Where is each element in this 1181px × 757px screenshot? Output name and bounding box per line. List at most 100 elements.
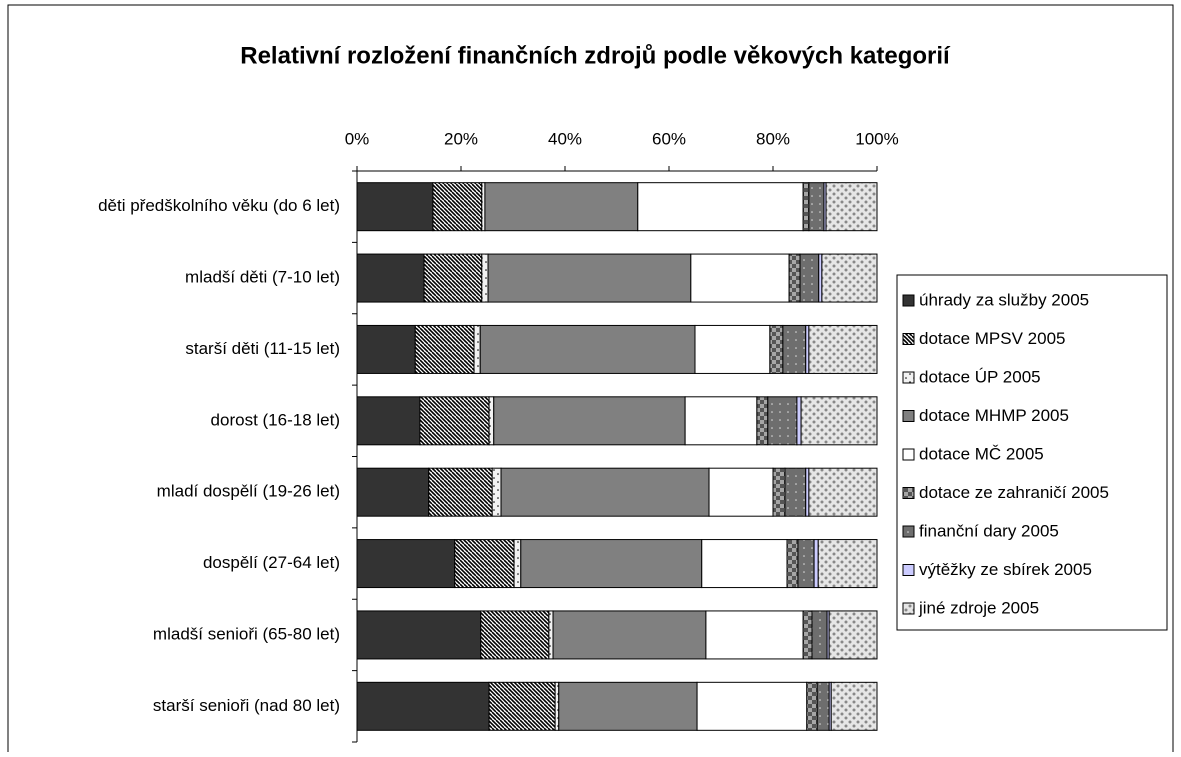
y-tick-label: mladí dospělí (19-26 let) (157, 482, 340, 501)
bar-segment (802, 610, 813, 660)
legend-label: výtěžky ze sbírek 2005 (919, 560, 1092, 579)
bar-segment (432, 182, 483, 232)
bar-segment (690, 253, 790, 303)
bar-segment (756, 396, 769, 446)
legend-box (896, 274, 1168, 631)
x-tick-label: 40% (548, 129, 582, 148)
bar-segment (800, 396, 878, 446)
legend-swatch (902, 487, 915, 499)
bar-segment (356, 396, 421, 446)
legend-label: dotace ze zahraničí 2005 (919, 483, 1109, 502)
legend-label: dotace MHMP 2005 (919, 406, 1069, 425)
bar-segment (419, 396, 490, 446)
bar-segment (487, 253, 692, 303)
bar-segment (806, 681, 818, 731)
bar-segment (830, 681, 878, 731)
y-tick-label: dorost (16-18 let) (211, 410, 340, 429)
legend-label: finanční dary 2005 (919, 521, 1059, 540)
bar-segment (491, 467, 502, 517)
bar-segment (772, 467, 786, 517)
bar-segment (356, 467, 430, 517)
x-tick-label: 100% (855, 129, 898, 148)
bar-segment (552, 610, 707, 660)
bar-segment (488, 396, 495, 446)
bar-segment (454, 539, 515, 589)
y-tick-label: mladší senioři (65-80 let) (153, 624, 340, 643)
bar-segment (423, 253, 483, 303)
legend-swatch (902, 371, 915, 384)
bar-segment (696, 681, 808, 731)
bar-segment (356, 253, 425, 303)
bar-segment (428, 467, 493, 517)
bar-segment (797, 539, 815, 589)
bar-segment (473, 324, 481, 374)
legend-swatch (902, 602, 915, 615)
bar-segment (356, 324, 416, 374)
legend-label: dotace MČ 2005 (919, 444, 1044, 463)
bar-segment (488, 681, 556, 731)
bar-segment (356, 539, 456, 589)
bar-segment (479, 324, 696, 374)
y-tick-label: mladší děti (7-10 let) (185, 268, 340, 287)
bar-segment (705, 610, 804, 660)
bar-segment (513, 539, 522, 589)
bar-segment (817, 539, 878, 589)
bar-segment (493, 396, 686, 446)
bar-segment (782, 324, 807, 374)
legend-swatch (902, 410, 915, 422)
bar-segment (808, 467, 878, 517)
bar-segment (484, 182, 639, 232)
bar-segment (784, 467, 807, 517)
legend-swatch (902, 525, 915, 538)
bar-segment (558, 681, 698, 731)
bar-segment (708, 467, 774, 517)
legend-swatch (902, 564, 915, 576)
bar-segment (828, 610, 878, 660)
bar-segment (788, 253, 801, 303)
bar-segment (799, 253, 820, 303)
chart-title: Relativní rozložení finančních zdrojů po… (240, 42, 951, 69)
bar-segment (356, 610, 482, 660)
bar-segment (808, 182, 825, 232)
bar-segment (802, 182, 810, 232)
bar-segment (684, 396, 758, 446)
bar-segment (821, 253, 878, 303)
legend-swatch (902, 294, 915, 307)
bar-segment (694, 324, 771, 374)
y-tick-label: děti předškolního věku (do 6 let) (98, 196, 340, 215)
bar-segment (825, 182, 878, 232)
legend-label: jiné zdroje 2005 (918, 598, 1039, 617)
bar-segment (813, 539, 819, 589)
bar-segment (767, 396, 798, 446)
bar-segment (816, 681, 830, 731)
legend-swatch (902, 333, 915, 345)
legend-label: úhrady za služby 2005 (919, 290, 1089, 309)
bar-segment (637, 182, 804, 232)
bar-segment (414, 324, 475, 374)
bar-segment (356, 681, 490, 731)
x-tick-label: 80% (756, 129, 790, 148)
bar-segment (769, 324, 784, 374)
legend-label: dotace ÚP 2005 (919, 367, 1041, 386)
bar-segment (554, 681, 560, 731)
bar-segment (701, 539, 788, 589)
bar-segment (811, 610, 828, 660)
bar-segment (520, 539, 703, 589)
bar-segment (480, 610, 550, 660)
y-tick-label: starší senioři (nad 80 let) (153, 696, 340, 715)
bar-segment (481, 253, 489, 303)
bar-segment (796, 396, 802, 446)
bar-segment (500, 467, 710, 517)
legend-label: dotace MPSV 2005 (919, 329, 1065, 348)
x-tick-label: 20% (444, 129, 478, 148)
y-tick-label: dospělí (27-64 let) (203, 553, 340, 572)
bar-segment (808, 324, 878, 374)
legend-swatch (902, 448, 915, 461)
bar-segment (356, 182, 434, 232)
bar-segment (786, 539, 799, 589)
x-tick-label: 60% (652, 129, 686, 148)
x-tick-label: 0% (345, 129, 370, 148)
y-tick-label: starší děti (11-15 let) (185, 339, 340, 358)
bar-segment (548, 610, 554, 660)
